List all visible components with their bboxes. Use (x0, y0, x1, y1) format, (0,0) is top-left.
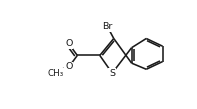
Text: Br: Br (102, 22, 113, 31)
Text: CH₃: CH₃ (48, 69, 64, 78)
Text: O: O (65, 62, 72, 72)
Text: O: O (65, 39, 72, 48)
Text: S: S (109, 69, 115, 78)
